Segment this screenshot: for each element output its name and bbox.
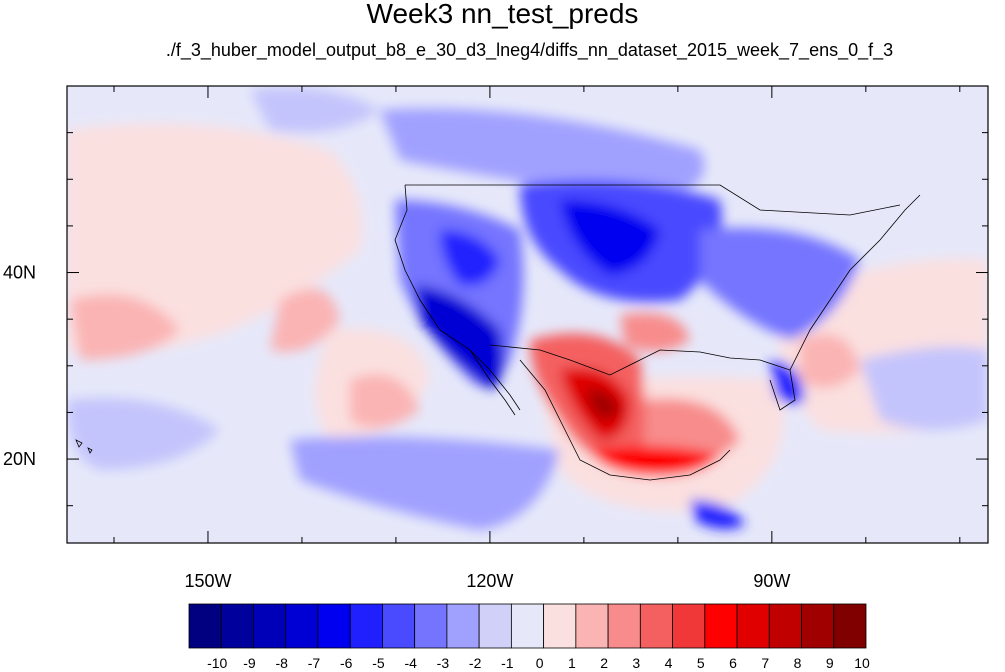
colorbar-label: 7 [761, 655, 769, 671]
colorbar-label: 3 [632, 655, 640, 671]
colorbar-label: -10 [207, 655, 227, 671]
colorbar-swatch [510, 603, 545, 649]
colorbar-swatch [446, 603, 480, 649]
colorbar-swatch [317, 603, 351, 649]
colorbar-label: -8 [275, 655, 288, 671]
colorbar-swatch [704, 603, 738, 649]
colorbar-swatch [478, 603, 512, 649]
map-frame [66, 85, 989, 544]
blob-texas-pink [620, 312, 690, 352]
blob-pacific-pink-3 [70, 294, 180, 360]
blob-atlantic-blue [860, 346, 988, 430]
colorbar-label: -2 [469, 655, 482, 671]
colorbar-swatch [253, 603, 287, 649]
axis-ticks: 150W 120W 90W 40N 20N [3, 86, 988, 591]
blob-south-mexico-red [590, 446, 720, 476]
canada-border [405, 184, 901, 216]
blob-plains-deep [560, 200, 660, 275]
colorbar-swatch [801, 603, 835, 649]
map-title: Week3 nn_test_preds [366, 0, 639, 29]
y-tick-label: 20N [3, 449, 36, 469]
baja-coast [469, 349, 516, 416]
coastlines [75, 184, 921, 481]
colorbar-label: -6 [340, 655, 353, 671]
x-tick-label: 90W [753, 571, 790, 591]
colorbar-label: -3 [437, 655, 450, 671]
colorbar-label: 10 [854, 655, 870, 671]
blob-florida-blue [770, 360, 805, 404]
colorbar-label: 2 [600, 655, 608, 671]
colorbar-label: 0 [536, 655, 544, 671]
blob-pacific-pink [67, 123, 362, 353]
colorbar-swatch [575, 603, 609, 649]
colorbar-swatch [543, 603, 577, 649]
blob-pacific-pink-4 [270, 288, 340, 352]
gulf-coast [639, 349, 796, 411]
blob-hawaii-blue [67, 398, 220, 470]
west-coast [394, 184, 521, 411]
mexico-border [489, 344, 641, 376]
colorbar-label: 4 [665, 655, 673, 671]
colorbar-label: -5 [372, 655, 385, 671]
blob-pacific-blue [290, 436, 560, 530]
colorbar-swatch [768, 603, 802, 649]
x-tick-label: 150W [184, 571, 231, 591]
colorbar-label: 6 [729, 655, 737, 671]
blob-atlantic-pink-2 [800, 334, 860, 388]
heatmap-field [67, 86, 988, 543]
colorbar-label: 8 [794, 655, 802, 671]
colorbar-swatch [285, 603, 319, 649]
colorbar-swatch [607, 603, 641, 649]
blob-pacific-pink-5 [350, 374, 420, 428]
blob-east-blue [700, 228, 860, 340]
colorbar-label: 1 [568, 655, 576, 671]
blob-california-deep [415, 285, 504, 390]
colorbar-label: 9 [826, 655, 834, 671]
y-tick-label: 40N [3, 263, 36, 283]
colorbar-label: -7 [308, 655, 321, 671]
colorbar-swatch [833, 603, 867, 649]
colorbar-label: -4 [404, 655, 417, 671]
east-coast [789, 194, 921, 371]
blob-canada-blue [380, 108, 705, 200]
colorbar-label: 5 [697, 655, 705, 671]
blob-great-basin-blue [440, 230, 500, 286]
colorbar-swatch [414, 603, 448, 649]
colorbar-swatch [382, 603, 416, 649]
colorbar-label: -1 [501, 655, 514, 671]
blob-central-america-blue [690, 500, 745, 529]
colorbar-swatch [736, 603, 770, 649]
colorbar-swatch [639, 603, 673, 649]
blob-alaska-blue [250, 87, 380, 133]
map-subtitle: ./f_3_huber_model_output_b8_e_30_d3_lneg… [165, 40, 894, 60]
mexico-pacific-coast [519, 359, 731, 481]
colorbar-label: -9 [243, 655, 256, 671]
colorbar-swatch [672, 603, 706, 649]
x-tick-label: 120W [466, 571, 513, 591]
colorbar-swatch [188, 603, 222, 649]
heatmap-blobs [67, 87, 988, 530]
blob-mexico-peak [585, 389, 620, 419]
colorbar-swatch [220, 603, 254, 649]
colorbar-swatch [349, 603, 383, 649]
hawaii-islands [75, 439, 93, 454]
colorbar: -10 -9 -8 -7 -6 -5 -4 -3 -2 -1 0 1 2 3 4 5 6 7 8 9 10 [188, 603, 870, 671]
